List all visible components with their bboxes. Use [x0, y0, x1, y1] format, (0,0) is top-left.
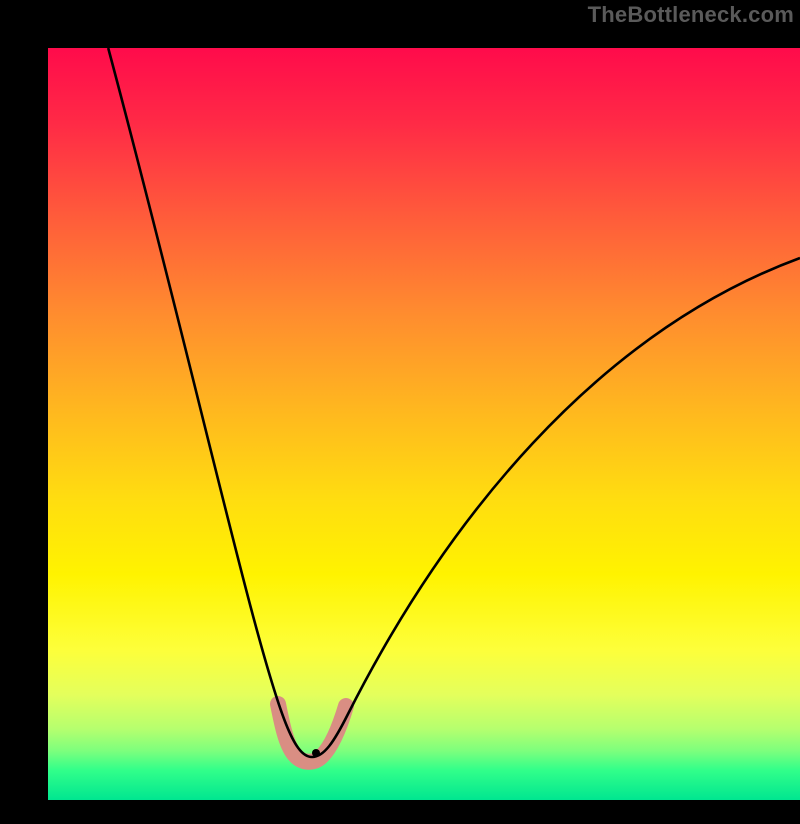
bottleneck-chart	[24, 24, 800, 824]
watermark-text: TheBottleneck.com	[588, 2, 794, 28]
chart-background	[48, 48, 800, 800]
chart-frame	[0, 0, 800, 800]
